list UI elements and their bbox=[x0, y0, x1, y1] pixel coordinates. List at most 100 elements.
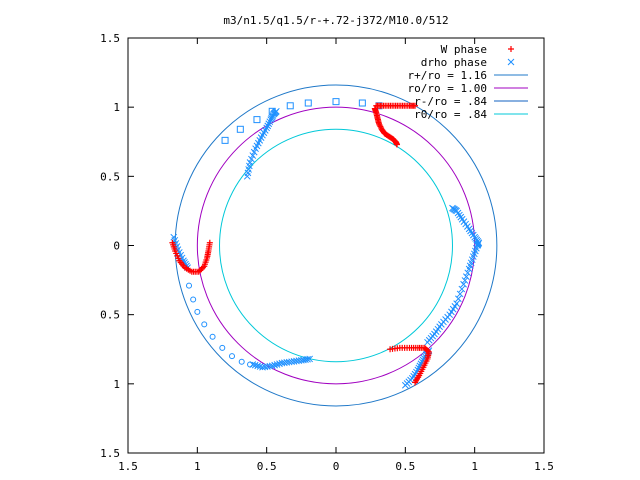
x-tick-label-6: 1.5 bbox=[534, 460, 554, 473]
drho-square-point-4-shape bbox=[286, 102, 294, 110]
legend-label-1: drho phase bbox=[421, 56, 487, 69]
drho-point-4-20-shape bbox=[460, 280, 467, 288]
drho-point-2-23-shape bbox=[304, 355, 311, 363]
drho-square-point-2 bbox=[253, 116, 261, 124]
legend-label-0: W phase bbox=[441, 43, 487, 56]
drho-square-point-2-shape bbox=[253, 116, 261, 124]
y-tick-label-4: 0.5 bbox=[100, 170, 120, 183]
drho-point-4-19 bbox=[458, 285, 466, 293]
drho-point-0-16-shape bbox=[263, 124, 271, 132]
drho-circle-point-7-shape bbox=[238, 358, 245, 365]
x-tick-label-3: 0 bbox=[333, 460, 340, 473]
drho-point-4-17 bbox=[455, 295, 462, 303]
legend-label-3: ro/ro = 1.00 bbox=[408, 82, 487, 95]
drho-point-4-20 bbox=[460, 280, 467, 288]
drho-circle-point-1-shape bbox=[190, 296, 197, 303]
w-point-1-24 bbox=[412, 102, 419, 109]
drho-circle-point-0-shape bbox=[186, 282, 193, 289]
drho-point-2-9-shape bbox=[271, 361, 278, 369]
drho-point-4-21-shape bbox=[461, 277, 469, 284]
w-point-0-36-shape bbox=[394, 141, 401, 148]
drho-square-point-1-shape bbox=[236, 125, 244, 133]
legend-marker-1-shape bbox=[507, 58, 515, 66]
legend-marker-0-shape bbox=[508, 46, 514, 52]
drho-point-0-19-shape bbox=[266, 118, 274, 126]
w-point-0-13 bbox=[376, 122, 383, 129]
y-tick-label-1: 1 bbox=[113, 378, 120, 391]
drho-point-0-16 bbox=[263, 124, 271, 132]
w-point-3-36-shape bbox=[412, 379, 419, 386]
drho-square-point-0 bbox=[221, 136, 229, 144]
legend-marker-1 bbox=[507, 58, 515, 66]
drho-point-2-10 bbox=[273, 361, 281, 368]
drho-point-0-17-shape bbox=[264, 122, 272, 130]
drho-circle-point-6 bbox=[229, 353, 235, 360]
drho-circle-point-8-shape bbox=[247, 361, 254, 368]
drho-point-0-4-shape bbox=[246, 159, 254, 166]
w-point-0-13-shape bbox=[376, 122, 383, 129]
drho-point-0-18 bbox=[265, 120, 273, 128]
drho-point-0-19 bbox=[266, 118, 274, 126]
drho-square-point-4 bbox=[286, 102, 294, 110]
w-point-0-14-shape bbox=[377, 123, 384, 130]
w-point-2-22-shape bbox=[198, 266, 205, 273]
drho-point-4-18-shape bbox=[456, 290, 464, 298]
w-point-2-20 bbox=[195, 268, 202, 275]
drho-circle-point-4-shape bbox=[209, 333, 216, 340]
drho-square-point-6 bbox=[332, 98, 340, 106]
x-tick-label-4: 0.5 bbox=[395, 460, 415, 473]
drho-point-4-17-shape bbox=[455, 295, 462, 303]
drho-point-4-22-shape bbox=[462, 273, 470, 280]
drho-point-4-22 bbox=[462, 273, 470, 280]
legend-label-5: r0/ro = .84 bbox=[414, 108, 487, 121]
drho-point-4-56-shape bbox=[449, 204, 456, 212]
drho-point-2-9 bbox=[271, 361, 278, 369]
drho-point-4-18 bbox=[456, 290, 464, 298]
drho-circle-point-0 bbox=[186, 282, 193, 289]
drho-square-point-6-shape bbox=[332, 98, 340, 106]
drho-point-0-5 bbox=[248, 155, 255, 163]
drho-circle-point-3 bbox=[201, 321, 208, 328]
drho-point-4-19-shape bbox=[458, 285, 466, 293]
drho-point-0-28-shape bbox=[273, 107, 280, 115]
x-tick-label-2: 0.5 bbox=[257, 460, 277, 473]
w-point-3-36 bbox=[412, 379, 419, 386]
drho-square-point-1 bbox=[236, 125, 244, 133]
y-tick-label-0: 1.5 bbox=[100, 447, 120, 460]
drho-point-0-28 bbox=[273, 107, 280, 115]
drho-square-point-5-shape bbox=[304, 99, 312, 107]
drho-point-0-4 bbox=[246, 159, 254, 166]
drho-circle-point-2-shape bbox=[194, 308, 201, 315]
w-point-2-36-shape bbox=[206, 239, 213, 246]
drho-point-0-6-shape bbox=[249, 152, 257, 159]
w-point-2-20-shape bbox=[195, 268, 202, 275]
drho-square-point-7-shape bbox=[358, 99, 366, 107]
w-point-0-12-shape bbox=[375, 120, 382, 127]
x-tick-label-0: 1.5 bbox=[118, 460, 138, 473]
reference-circle-1 bbox=[196, 106, 476, 385]
reference-circles bbox=[174, 84, 498, 407]
y-tick-label-2: 0.5 bbox=[100, 309, 120, 322]
drho-point-2-2 bbox=[254, 362, 262, 370]
drho-circle-point-4 bbox=[209, 333, 216, 340]
x-tick-label-1: 1 bbox=[194, 460, 201, 473]
drho-point-4-23-shape bbox=[464, 269, 472, 277]
drho-circle-point-6-shape bbox=[229, 353, 235, 360]
drho-circle-point-2 bbox=[194, 308, 201, 315]
axis-ticks: 1.5 1 0.5 0 0.5 1 1.51.510.500.511.5 bbox=[100, 32, 554, 473]
drho-circle-point-1 bbox=[190, 296, 197, 303]
drho-circle-point-8 bbox=[247, 361, 254, 368]
y-tick-label-5: 1 bbox=[113, 101, 120, 114]
drho-point-4-21 bbox=[461, 277, 469, 284]
legend-marker-0 bbox=[508, 46, 514, 52]
drho-point-4-16-shape bbox=[453, 300, 460, 307]
w-point-2-22 bbox=[198, 266, 205, 273]
drho-point-0-5-shape bbox=[248, 155, 255, 163]
drho-square-point-3-shape bbox=[268, 107, 276, 115]
w-point-0-12 bbox=[375, 120, 382, 127]
drho-point-2-1 bbox=[251, 361, 259, 369]
drho-square-point-0-shape bbox=[221, 136, 229, 144]
x-tick-label-5: 1 bbox=[471, 460, 478, 473]
drho-point-4-16 bbox=[453, 300, 460, 307]
